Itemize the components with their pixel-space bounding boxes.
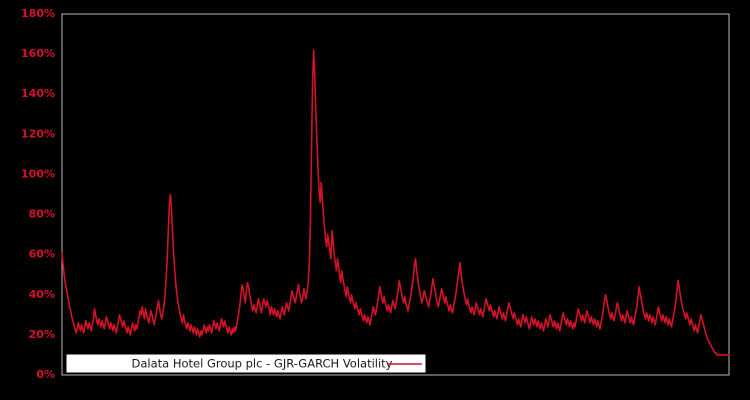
y-axis-tick-label: 160%: [21, 47, 55, 60]
y-axis-tick-label: 180%: [21, 7, 55, 20]
y-axis-tick-label: 0%: [36, 368, 55, 381]
plot-frame: [61, 13, 730, 376]
series-line-gjr-garch-volatility: [61, 49, 730, 356]
y-axis-tick-label: 100%: [21, 167, 55, 180]
y-axis-tick-label: 80%: [29, 208, 55, 221]
y-axis-tick-label: 40%: [29, 288, 55, 301]
chart-legend[interactable]: Dalata Hotel Group plc - GJR-GARCH Volat…: [66, 354, 426, 373]
y-axis-tick-labels: 0% 20% 40% 60% 80% 100% 120% 140% 160% 180%: [21, 7, 55, 381]
y-axis-tick-label: 140%: [21, 87, 55, 100]
y-axis-tick-label: 20%: [29, 328, 55, 341]
y-axis-tick-label: 60%: [29, 248, 55, 261]
legend-label: Dalata Hotel Group plc - GJR-GARCH Volat…: [131, 357, 392, 371]
legend-background: [66, 354, 426, 373]
y-axis-tick-label: 120%: [21, 127, 55, 140]
